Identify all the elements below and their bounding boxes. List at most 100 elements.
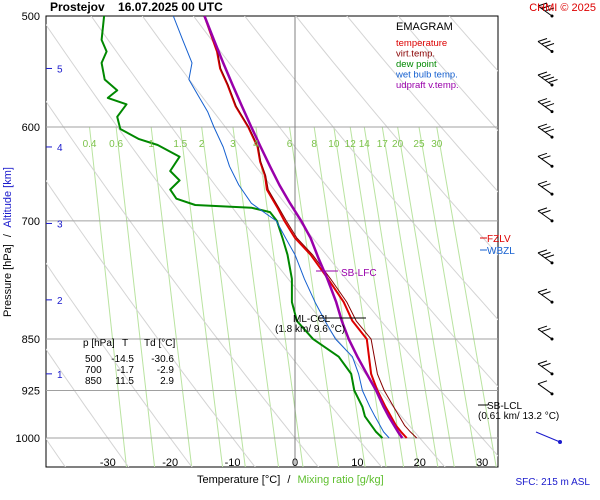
sb-lcl-marker: SB-LCL (0.61 km/ 13.2 °C) bbox=[478, 401, 559, 422]
mixing-ratio-line bbox=[363, 126, 420, 467]
table-cell-td: 2.9 bbox=[160, 376, 174, 387]
series-line-dew-point bbox=[100, 16, 384, 439]
wind-barb-staff bbox=[537, 183, 553, 195]
wind-barb-feather bbox=[537, 38, 548, 42]
wind-barb-staff bbox=[537, 155, 553, 167]
mixing-ratio-label: 8 bbox=[311, 139, 317, 150]
mixing-ratio-label: 12 bbox=[345, 139, 357, 150]
wind-barb-feather bbox=[541, 362, 551, 367]
wind-barb-dot bbox=[550, 192, 554, 196]
x-axis-label-separator: / bbox=[287, 474, 291, 486]
surface-wind-staff bbox=[535, 431, 561, 443]
pressure-tick-labels: 500 600 700 850 925 1000 bbox=[16, 11, 40, 445]
wind-barb-feather bbox=[537, 98, 548, 103]
table-cell-p: 500 bbox=[85, 354, 102, 365]
wind-barb-feather bbox=[541, 209, 551, 214]
mixing-ratio-line bbox=[232, 126, 280, 467]
mixing-ratio-labels: 0.4 0.6 1 1.5 2 3 4 6 8 10 12 14 17 20 25 30 bbox=[83, 139, 443, 150]
mixing-ratio-label: 1 bbox=[148, 139, 154, 150]
legend-item: temperature bbox=[396, 38, 447, 49]
wind-barb-staff bbox=[537, 363, 553, 375]
series-line-virt-temp bbox=[204, 16, 418, 439]
wind-barb-feather bbox=[537, 71, 548, 76]
dry-adiabat bbox=[346, 16, 498, 193]
mixing-ratio-label: 25 bbox=[413, 139, 425, 150]
y-axis-label-altitude: Altitude [km] bbox=[2, 167, 14, 228]
table-header-p: p [hPa] bbox=[83, 338, 115, 349]
wind-barb-feather bbox=[537, 360, 548, 365]
table-header-td: Td [°C] bbox=[144, 338, 175, 349]
wind-barb-feather bbox=[544, 76, 555, 81]
wind-barb-dot bbox=[550, 261, 554, 265]
surface-wind-dot bbox=[558, 440, 562, 444]
mixing-ratio-line bbox=[150, 126, 193, 467]
mixing-ratio-line bbox=[381, 126, 439, 467]
wind-barb-feather bbox=[537, 123, 548, 128]
dry-adiabat bbox=[46, 262, 193, 467]
wind-barb-dot bbox=[550, 372, 554, 376]
wind-barb-feather bbox=[541, 100, 551, 105]
x-tick-label: -10 bbox=[225, 457, 241, 469]
mixing-ratio-line bbox=[89, 126, 127, 467]
mixing-ratio-label: 3 bbox=[230, 139, 236, 150]
mixing-ratio-line bbox=[115, 126, 156, 467]
wind-barb-feather bbox=[537, 2, 548, 7]
mixing-ratio-line bbox=[201, 126, 246, 467]
chart-title: EMAGRAM bbox=[396, 21, 453, 33]
table-cell-td: -30.6 bbox=[151, 354, 174, 365]
dry-adiabat bbox=[141, 16, 498, 457]
wind-barb-dot bbox=[550, 14, 554, 18]
wind-barb-dot bbox=[550, 219, 554, 223]
mixing-ratio-label: 4 bbox=[253, 139, 259, 150]
y-axis-label-pressure: Pressure [hPa] bbox=[2, 244, 14, 317]
wind-barb-feather bbox=[537, 325, 548, 330]
altitude-tick-label: 1 bbox=[57, 370, 63, 381]
mixing-ratio-line bbox=[349, 126, 405, 467]
mixing-ratio-label: 2 bbox=[199, 139, 205, 150]
ml-ccl-marker: ML-CCL (1.8 km/ 9.6 °C) bbox=[275, 314, 366, 335]
wind-barb-feather bbox=[537, 249, 548, 254]
pressure-tick-label: 1000 bbox=[16, 433, 40, 445]
wbzl-label: WBZL bbox=[487, 246, 515, 257]
wind-barb-staff bbox=[537, 328, 553, 340]
dry-adiabat bbox=[397, 16, 498, 132]
pressure-tick-label: 925 bbox=[22, 386, 40, 398]
wind-barb-feather bbox=[541, 40, 551, 45]
x-axis-title: Temperature [°C] / Mixing ratio [g/kg] bbox=[197, 474, 384, 486]
altitude-tick-label: 2 bbox=[57, 296, 63, 307]
fzlv-label: FZLV bbox=[487, 234, 511, 245]
wind-barb-feather bbox=[537, 180, 548, 185]
x-axis-label-temperature: Temperature [°C] bbox=[197, 474, 280, 486]
mixing-ratio-line bbox=[418, 126, 478, 467]
sounding-curves bbox=[100, 16, 418, 439]
pressure-tick-label: 700 bbox=[22, 216, 40, 228]
x-tick-label: 20 bbox=[414, 457, 426, 469]
mixing-ratio-line bbox=[333, 126, 387, 467]
wind-barb-feather bbox=[544, 103, 555, 108]
wind-barb-dot bbox=[550, 110, 554, 114]
y-axis-label-separator: / bbox=[2, 233, 14, 237]
wind-barb-feather bbox=[537, 288, 548, 293]
dry-adiabat bbox=[46, 348, 130, 467]
wind-barb-feather bbox=[541, 328, 551, 333]
svg-text:Temperature [°C] /: Temperature [°C] / Mixing ratio [g/kg] bbox=[197, 474, 384, 486]
x-tick-label: -20 bbox=[162, 457, 178, 469]
data-table: p [hPa] T Td [°C] 500 -14.5 -30.6 700 -1… bbox=[83, 338, 175, 387]
x-tick-labels: -30 -20 -10 0 10 20 30 bbox=[100, 457, 488, 469]
svg-text:Pressure [hPa] / A: Pressure [hPa] / Altitude [km] bbox=[2, 167, 14, 317]
wind-barb-staff bbox=[537, 291, 553, 303]
table-cell-t: 11.5 bbox=[115, 376, 134, 387]
wind-barb-feather bbox=[537, 152, 548, 157]
wind-barb-feather bbox=[537, 380, 548, 385]
legend-item: wet bulb temp. bbox=[395, 70, 458, 81]
sfc-altitude-label: SFC: 215 m ASL bbox=[516, 477, 591, 488]
y-axis-title: Pressure [hPa] / Altitude [km] bbox=[2, 167, 14, 317]
fzlv-marker: FZLV bbox=[480, 234, 511, 245]
wind-barb-feather bbox=[541, 126, 551, 131]
mixing-ratio-line bbox=[289, 126, 340, 467]
wind-barb-feather bbox=[537, 207, 548, 212]
chmi-credit: CHMI © 2025 bbox=[529, 2, 596, 14]
altitude-tick-label: 3 bbox=[57, 219, 63, 230]
